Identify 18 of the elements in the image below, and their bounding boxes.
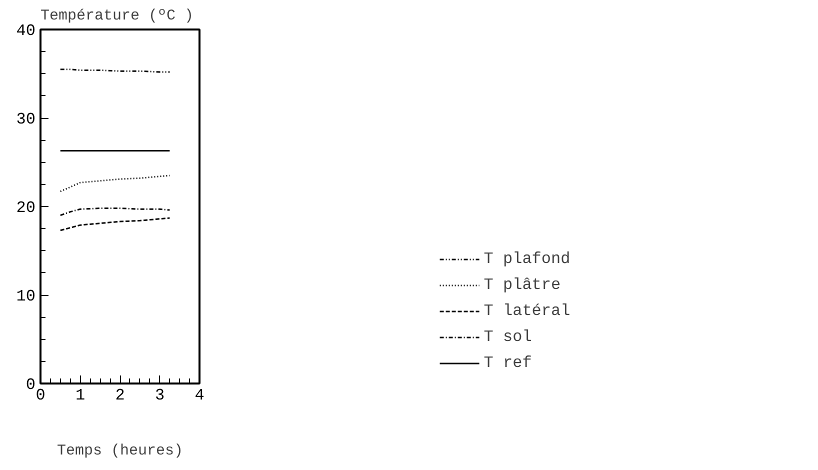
- x-tick-label: 4: [194, 386, 204, 404]
- y-tick-label: 40: [16, 22, 36, 40]
- x-tick-label: 2: [115, 386, 125, 404]
- line-series: [60, 208, 170, 216]
- legend-label: T latéral: [484, 302, 570, 320]
- legend-label: T ref: [484, 354, 532, 372]
- x-tick-label: 1: [75, 386, 86, 404]
- legend-label: T sol: [484, 328, 532, 346]
- y-tick-label: 30: [16, 110, 36, 128]
- legend-label: T plafond: [484, 250, 570, 268]
- line-series: [60, 217, 170, 232]
- y-tick-label: 20: [16, 199, 36, 217]
- x-tick-label: 3: [154, 386, 165, 404]
- x-axis-title: Temps (heures): [56, 442, 184, 460]
- y-tick-label: 10: [16, 288, 36, 306]
- line-series: [60, 174, 170, 192]
- y-axis-title: Température (ºC ): [40, 8, 194, 24]
- legend-label: T plâtre: [484, 276, 561, 294]
